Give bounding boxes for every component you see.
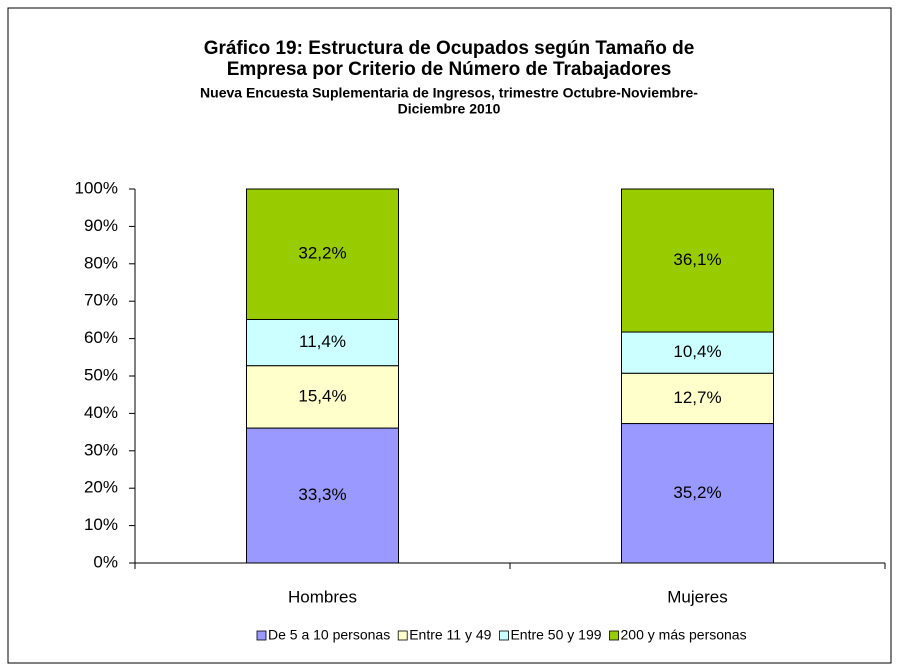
y-tick-label: 40% [84,403,118,422]
chart-title: Empresa por Criterio de Número de Trabaj… [227,59,672,80]
data-label: 12,7% [673,388,721,407]
y-tick-label: 0% [93,552,118,571]
chart-subtitle: Diciembre 2010 [398,101,501,117]
legend-swatch [256,630,267,641]
x-tick-label: Hombres [288,587,357,606]
bar-segment [246,427,399,564]
chart-subtitle: Nueva Encuesta Suplementaria de Ingresos… [200,85,698,101]
legend-swatch [499,630,509,641]
data-label: 15,4% [298,386,346,405]
bar-segment [246,365,399,429]
chart-title: Gráfico 19: Estructura de Ocupados según… [204,38,695,59]
legend-label: 200 y más personas [621,627,747,643]
y-tick-label: 70% [84,291,118,310]
y-tick-label: 30% [84,440,118,459]
legend-swatch [397,630,408,641]
y-tick-label: 60% [84,328,118,347]
legend-swatch [609,630,619,641]
data-label: 11,4% [299,332,346,351]
bar-segment [621,188,774,333]
data-label: 32,2% [298,244,346,263]
y-tick-label: 20% [84,478,118,497]
y-tick-label: 100% [75,178,118,197]
bar-segment [246,318,399,367]
y-tick-label: 90% [84,216,118,235]
y-tick-label: 10% [84,515,118,534]
bar-segment [621,423,774,564]
data-label: 33,3% [298,485,346,504]
y-tick-label: 80% [84,253,118,272]
bar-segment [621,331,774,374]
data-label: 10,4% [673,342,721,361]
data-label: 36,1% [673,250,721,269]
bar-segment [246,188,399,320]
legend-label: De 5 a 10 personas [268,627,390,643]
x-tick-label: Mujeres [667,587,727,606]
data-label: 35,2% [673,483,721,502]
legend-label: Entre 50 y 199 [510,627,601,643]
legend-label: Entre 11 y 49 [409,627,491,643]
y-tick-label: 50% [84,365,118,384]
